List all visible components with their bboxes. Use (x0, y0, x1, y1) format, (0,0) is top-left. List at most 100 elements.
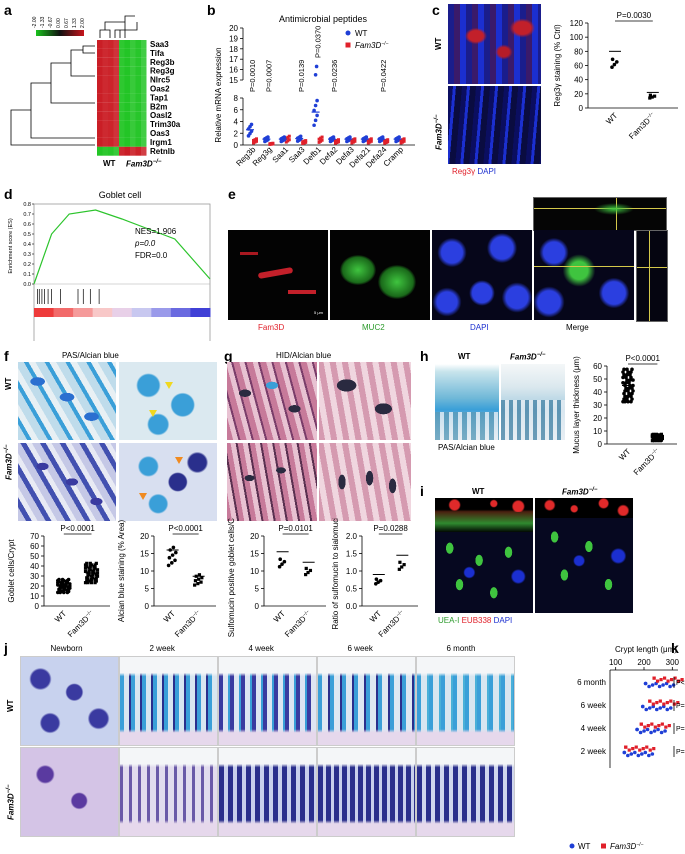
y-tick-label: 10 (593, 427, 602, 436)
k-age-label: 6 month (577, 678, 606, 687)
heatmap-cell (141, 129, 147, 138)
j-age-label: 6 month (446, 644, 476, 653)
heatmap-cell (97, 66, 103, 76)
heatmap-cell (102, 93, 108, 103)
p-value-label: P=0.0288 (373, 524, 408, 533)
x-category-label: Fam3D−/− (377, 609, 407, 638)
j-age-label: 6 week (347, 644, 373, 653)
k-ko-point (655, 701, 659, 705)
heatmap-cell (124, 66, 130, 76)
y-tick-label: 0.5 (23, 232, 31, 238)
k-wt-point (668, 684, 672, 689)
y-tick-label: 60 (574, 62, 583, 71)
heatmap-scale-tick: 0.00 (56, 18, 62, 28)
e-label-fam3d: Fam3D (258, 323, 285, 332)
ko-point (89, 577, 94, 582)
heatmap-cell (97, 102, 103, 112)
y-tick-label: 50 (30, 552, 39, 561)
chart-b-wt-point (313, 73, 318, 77)
chart-b-wt-point (282, 135, 287, 139)
y-tick-label: 0.2 (23, 262, 31, 268)
g-hid-ko-low (227, 443, 317, 521)
chart-b-ko-point (368, 138, 372, 142)
k-ko-point (665, 701, 669, 705)
k-age-label: 4 week (581, 724, 607, 733)
f-pas-wt-high (119, 362, 217, 440)
j-age-label: 4 week (248, 644, 274, 653)
k-wt-point (647, 706, 652, 710)
chart-b-wt-point (312, 108, 316, 113)
heatmap-cell (135, 66, 141, 76)
heatmap-cell (113, 120, 119, 129)
heatmap-cell (97, 84, 103, 94)
k-ko-point (646, 724, 650, 728)
k-ko-point (648, 748, 652, 752)
k-ko-point (658, 699, 662, 703)
wt-point (57, 579, 61, 584)
gsea-fdr: FDR=0.0 (135, 251, 168, 260)
wt-point (630, 397, 634, 401)
j-ko-histology-image (218, 747, 317, 837)
j-ko-histology-image (119, 747, 218, 837)
heatmap-cell (135, 146, 141, 156)
k-wt-point (629, 752, 634, 756)
heatmap-cell (113, 66, 119, 76)
heatmap-cell (108, 137, 114, 147)
gsea-es-curve (33, 209, 211, 285)
heatmap-gene-label: Tifa (150, 49, 165, 58)
sulfo-sialo-ratio-chart: 0.0 0.5 1.0 1.5 2.0 Ratio of sulfomucin to si… (331, 518, 418, 638)
heatmap-cell (119, 66, 125, 76)
k-ko-point (634, 745, 638, 749)
y-tick-label: 80 (574, 47, 583, 56)
y-tick-label: 40 (593, 388, 602, 397)
ko-point (200, 576, 204, 580)
reg3g-image-wt (448, 4, 541, 84)
heatmap-cell (135, 75, 141, 85)
x-category-label: WT (617, 447, 632, 462)
heatmap-cell (113, 84, 119, 94)
heatmap-cell (97, 57, 103, 67)
heatmap-cell (102, 75, 108, 85)
ko-point (653, 94, 657, 98)
ko-point (93, 577, 97, 582)
gsea-rank-bar (170, 308, 191, 317)
ko-point (92, 564, 96, 569)
chart-b-category-label: Saa1 (271, 145, 291, 165)
chart-b-ko-point (255, 137, 258, 141)
heatmap-cell (135, 137, 141, 147)
heatmap-cell (124, 93, 130, 103)
heatmap-cell (102, 40, 108, 49)
wt-point (623, 389, 627, 393)
k-ko-point (631, 747, 635, 751)
wt-point (629, 370, 633, 374)
x-category-label: WT (368, 609, 383, 624)
gsea-rank-bar (131, 308, 152, 317)
heatmap-gene-label: Irgm1 (150, 138, 172, 147)
heatmap-x-ko: Fam3D−/− (126, 159, 162, 169)
heatmap-cell (108, 48, 114, 58)
mucus-thickness-chart: 0 10 20 30 40 50 60 Mucus layer thickness (μm) P… (572, 354, 677, 477)
wt-point (280, 562, 284, 567)
k-ko-point (673, 676, 677, 680)
ko-point (659, 432, 663, 436)
heatmap-cell (135, 48, 141, 58)
heatmap-cell (124, 57, 130, 67)
wt-point (170, 561, 174, 565)
g-title: HID/Alcian blue (276, 351, 332, 360)
ko-point (92, 568, 96, 572)
crypt-length-chart: Crypt length (μm) 100 200 300 6 month P<0.000… (569, 645, 685, 851)
h-mucus-ko (501, 364, 565, 440)
heatmap-cell (119, 75, 125, 85)
wt-point (174, 550, 178, 555)
panel-label-h: h (420, 348, 429, 364)
chart-b-ytick-label: 16 (229, 66, 238, 75)
wt-point (62, 578, 66, 583)
heatmap-gene-label: Saa3 (150, 40, 169, 49)
c-row-ko: Fam3D−/− (434, 114, 444, 150)
chart-b-ko-point (320, 135, 324, 139)
x-category-label: WT (272, 609, 287, 624)
y-axis-label: Sulfomucin positive goblet cells/Crypt (227, 518, 236, 637)
c-row-wt: WT (434, 37, 443, 50)
y-tick-label: 1.5 (346, 550, 358, 559)
f-pas-wt-low (18, 362, 116, 440)
